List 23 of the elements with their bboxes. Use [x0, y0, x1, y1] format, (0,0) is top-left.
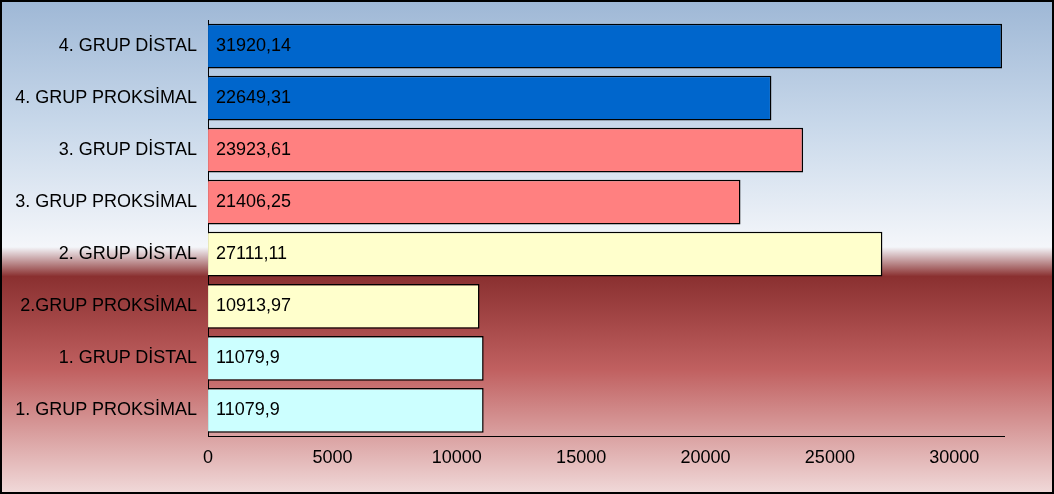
y-tick-label: 3. GRUP PROKSİMAL: [15, 191, 198, 212]
data-label: 27111,11: [216, 243, 288, 264]
x-tick-label: 10000: [431, 447, 482, 468]
y-tick-label: 4. GRUP PROKSİMAL: [15, 87, 198, 108]
x-tick-label: 5000: [312, 447, 353, 468]
y-tick-label: 2. GRUP DİSTAL: [58, 243, 198, 264]
data-label: 21406,25: [216, 191, 292, 212]
x-tick-label: 0: [203, 447, 214, 468]
y-tick-label: 1. GRUP DİSTAL: [58, 347, 198, 368]
y-tick-label: 4. GRUP DİSTAL: [58, 34, 198, 55]
y-tick-label: 2.GRUP PROKSİMAL: [20, 295, 198, 316]
data-label: 31920,14: [216, 34, 292, 55]
data-label: 23923,61: [216, 139, 292, 160]
y-tick-label: 1. GRUP PROKSİMAL: [15, 399, 198, 420]
data-label: 22649,31: [216, 87, 292, 108]
data-label: 11079,9: [216, 399, 280, 420]
x-tick-label: 20000: [680, 447, 731, 468]
x-tick-label: 30000: [929, 447, 980, 468]
data-label: 11079,9: [216, 347, 280, 368]
data-label: 10913,97: [216, 295, 292, 316]
x-tick-label: 15000: [556, 447, 607, 468]
x-tick-label: 25000: [804, 447, 855, 468]
y-tick-label: 3. GRUP DİSTAL: [58, 139, 198, 160]
